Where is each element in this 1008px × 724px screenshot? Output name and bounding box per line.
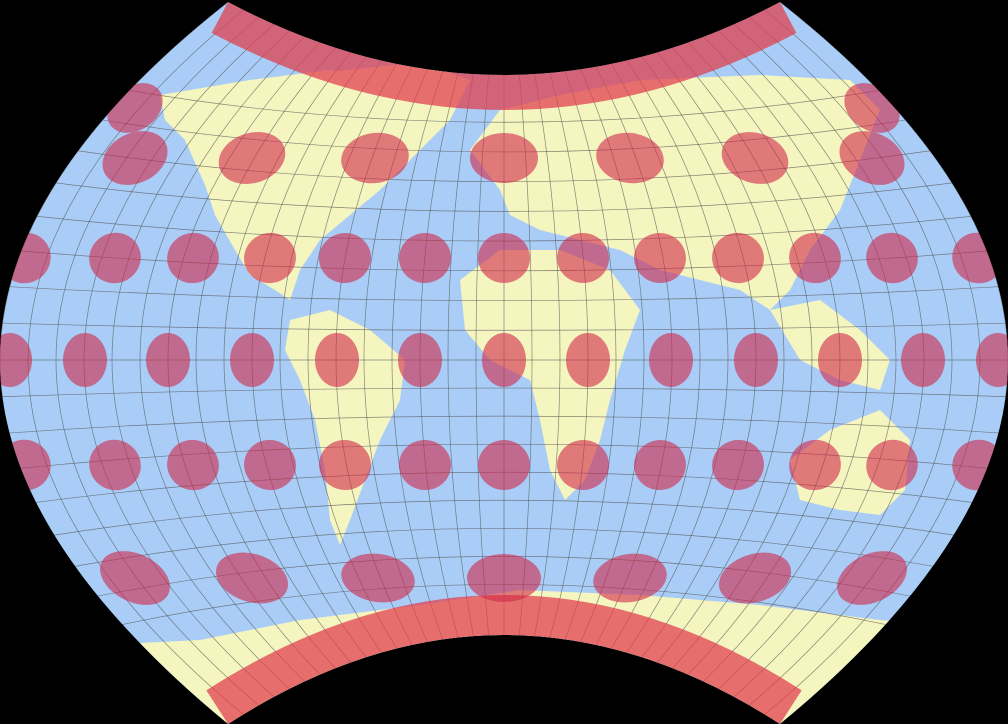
meridian	[139, 36, 305, 682]
indicatrix	[566, 333, 610, 387]
indicatrix	[478, 440, 530, 490]
indicatrix	[215, 552, 289, 604]
indicatrix	[649, 333, 693, 387]
parallel	[0, 387, 1008, 398]
indicatrix	[467, 554, 541, 602]
indicatrix	[341, 553, 415, 603]
indicatrix	[839, 131, 905, 185]
africa	[460, 250, 640, 500]
indicatrix	[734, 333, 778, 387]
meridian	[565, 71, 617, 640]
indicatrix	[634, 439, 686, 491]
indicatrix	[901, 333, 945, 387]
tissot-indicatrices	[0, 83, 1008, 605]
indicatrix	[634, 232, 686, 284]
indicatrix	[244, 439, 296, 491]
indicatrix	[89, 232, 141, 284]
indicatrix	[399, 439, 451, 491]
indicatrix	[866, 232, 918, 284]
parallel	[0, 499, 1008, 548]
south-america	[285, 310, 405, 545]
meridian	[223, 52, 351, 663]
parallel	[0, 284, 1008, 301]
indicatrix	[146, 333, 190, 387]
indicatrix	[712, 232, 764, 284]
indicatrix	[789, 232, 841, 284]
north-america	[160, 70, 440, 300]
indicatrix	[399, 232, 451, 284]
indicatrix	[557, 232, 609, 284]
indicatrix	[315, 333, 359, 387]
meridian	[703, 36, 869, 682]
meridian	[657, 52, 785, 663]
indicatrix	[478, 233, 530, 283]
indicatrix	[976, 333, 1008, 387]
indicatrix	[593, 553, 667, 603]
indicatrix	[102, 131, 168, 185]
indicatrix	[341, 132, 409, 184]
indicatrix	[230, 333, 274, 387]
meridian	[626, 60, 729, 653]
meridian	[55, 17, 259, 706]
indicatrix	[837, 551, 907, 605]
meridian	[447, 74, 474, 637]
indicatrix	[596, 132, 664, 184]
indicatrix	[712, 439, 764, 491]
indicatrix	[818, 333, 862, 387]
meridian	[749, 17, 953, 706]
parallel	[0, 172, 1008, 212]
indicatrix	[319, 232, 371, 284]
indicatrix	[721, 132, 789, 184]
indicatrix	[89, 439, 141, 491]
parallel	[0, 415, 1008, 436]
indicatrix	[482, 333, 526, 387]
indicatrix	[218, 132, 286, 184]
indicatrix	[100, 551, 170, 605]
meridian	[534, 74, 561, 637]
meridian	[279, 60, 382, 653]
indicatrix	[244, 232, 296, 284]
indicatrix	[866, 439, 918, 491]
indicatrix	[63, 333, 107, 387]
parallel	[0, 322, 1008, 331]
indicatrix	[319, 439, 371, 491]
indicatrix	[470, 133, 538, 183]
indicatrix	[0, 333, 32, 387]
eurasia	[470, 75, 880, 310]
indicatrix	[718, 552, 792, 604]
indicatrix	[789, 439, 841, 491]
meridian	[391, 71, 443, 640]
indicatrix	[557, 439, 609, 491]
indicatrix	[167, 439, 219, 491]
indicatrix	[167, 232, 219, 284]
indicatrix	[398, 333, 442, 387]
